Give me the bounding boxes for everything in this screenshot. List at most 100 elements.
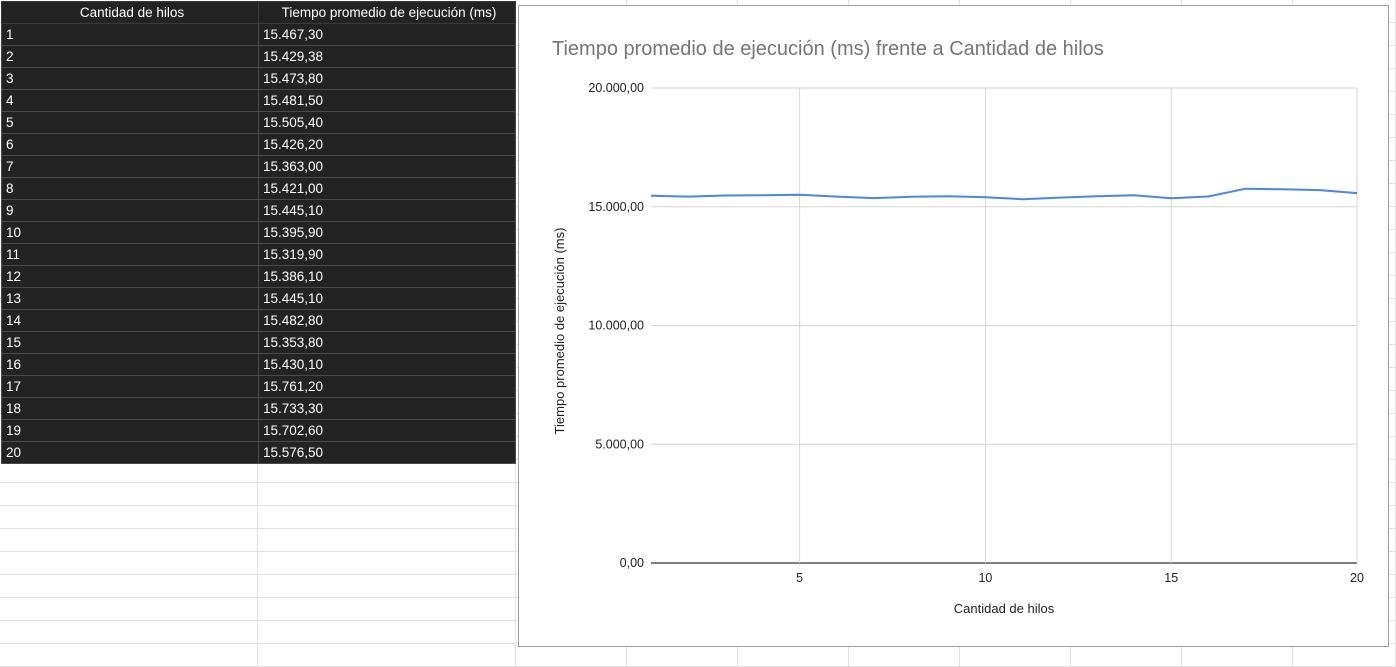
cell-avg-time[interactable]: 15.473,80 — [258, 67, 516, 90]
y-axis-ticks: 0,00 5.000,00 10.000,00 15.000,00 20.000,00 — [588, 81, 644, 570]
sheet-cell[interactable] — [258, 460, 516, 483]
cell-threads[interactable]: 6 — [1, 133, 259, 156]
table-row: 9 15.445,10 — [1, 199, 516, 222]
cell-avg-time[interactable]: 15.733,30 — [258, 397, 516, 420]
cell-threads[interactable]: 19 — [1, 419, 259, 442]
cell-avg-time[interactable]: 15.576,50 — [258, 441, 516, 464]
cell-avg-time[interactable]: 15.421,00 — [258, 177, 516, 200]
table-row: 5 15.505,40 — [1, 111, 516, 134]
header-avg-time[interactable]: Tiempo promedio de ejecución (ms) — [258, 1, 516, 24]
cell-avg-time[interactable]: 15.482,80 — [258, 309, 516, 332]
cell-avg-time[interactable]: 15.386,10 — [258, 265, 516, 288]
y-tick-label: 5.000,00 — [595, 437, 644, 451]
y-tick-label: 10.000,00 — [588, 319, 644, 333]
table-row: 13 15.445,10 — [1, 287, 516, 310]
cell-avg-time[interactable]: 15.761,20 — [258, 375, 516, 398]
chart-title: Tiempo promedio de ejecución (ms) frente… — [552, 38, 1104, 60]
cell-avg-time[interactable]: 15.353,80 — [258, 331, 516, 354]
cell-avg-time[interactable]: 15.445,10 — [258, 199, 516, 222]
cell-threads[interactable]: 2 — [1, 45, 259, 68]
sheet-cell[interactable] — [0, 460, 258, 483]
sheet-cell[interactable] — [258, 621, 516, 644]
y-tick-label: 15.000,00 — [588, 200, 644, 214]
table-row: 11 15.319,90 — [1, 243, 516, 266]
cell-threads[interactable]: 12 — [1, 265, 259, 288]
cell-avg-time[interactable]: 15.426,20 — [258, 133, 516, 156]
cell-avg-time[interactable]: 15.430,10 — [258, 353, 516, 376]
cell-avg-time[interactable]: 15.395,90 — [258, 221, 516, 244]
sheet-cell[interactable] — [258, 598, 516, 621]
cell-threads[interactable]: 17 — [1, 375, 259, 398]
cell-threads[interactable]: 16 — [1, 353, 259, 376]
chart-card[interactable]: Tiempo promedio de ejecución (ms) frente… — [518, 5, 1389, 647]
sheet-cell[interactable] — [0, 529, 258, 552]
table-row: 14 15.482,80 — [1, 309, 516, 332]
cell-threads[interactable]: 5 — [1, 111, 259, 134]
table-row: 20 15.576,50 — [1, 441, 516, 464]
cell-threads[interactable]: 9 — [1, 199, 259, 222]
sheet-cell[interactable] — [258, 529, 516, 552]
table-row: 15 15.353,80 — [1, 331, 516, 354]
cell-avg-time[interactable]: 15.702,60 — [258, 419, 516, 442]
cell-avg-time[interactable]: 15.505,40 — [258, 111, 516, 134]
cell-threads[interactable]: 20 — [1, 441, 259, 464]
chart-grid — [651, 87, 1358, 564]
cell-threads[interactable]: 14 — [1, 309, 259, 332]
x-tick-label: 5 — [796, 571, 803, 585]
table-row: 19 15.702,60 — [1, 419, 516, 442]
sheet-cell[interactable] — [0, 552, 258, 575]
data-table: Cantidad de hilos Tiempo promedio de eje… — [1, 1, 516, 464]
cell-threads[interactable]: 10 — [1, 221, 259, 244]
x-tick-label: 15 — [1164, 571, 1178, 585]
cell-threads[interactable]: 3 — [1, 67, 259, 90]
x-axis-label: Cantidad de hilos — [954, 601, 1055, 616]
line-chart: Tiempo promedio de ejecución (ms) frente… — [552, 38, 1364, 616]
cell-avg-time[interactable]: 15.319,90 — [258, 243, 516, 266]
y-tick-label: 20.000,00 — [588, 81, 644, 95]
cell-threads[interactable]: 7 — [1, 155, 259, 178]
table-row: 18 15.733,30 — [1, 397, 516, 420]
table-row: 6 15.426,20 — [1, 133, 516, 156]
sheet-cell[interactable] — [258, 575, 516, 598]
y-axis-label: Tiempo promedio de ejecución (ms) — [552, 228, 567, 435]
table-row: 10 15.395,90 — [1, 221, 516, 244]
cell-threads[interactable]: 4 — [1, 89, 259, 112]
cell-threads[interactable]: 8 — [1, 177, 259, 200]
x-tick-label: 20 — [1350, 571, 1364, 585]
cell-threads[interactable]: 1 — [1, 23, 259, 46]
cell-threads[interactable]: 18 — [1, 397, 259, 420]
cell-avg-time[interactable]: 15.467,30 — [258, 23, 516, 46]
table-row: 16 15.430,10 — [1, 353, 516, 376]
x-axis-ticks: 5 10 15 20 — [796, 571, 1364, 585]
sheet-cell[interactable] — [0, 644, 258, 667]
header-threads[interactable]: Cantidad de hilos — [1, 1, 259, 24]
table-row: 12 15.386,10 — [1, 265, 516, 288]
cell-threads[interactable]: 11 — [1, 243, 259, 266]
sheet-cell[interactable] — [0, 621, 258, 644]
table-row: 1 15.467,30 — [1, 23, 516, 46]
table-row: 17 15.761,20 — [1, 375, 516, 398]
table-header-row: Cantidad de hilos Tiempo promedio de eje… — [1, 1, 516, 24]
sheet-cell[interactable] — [0, 506, 258, 529]
cell-avg-time[interactable]: 15.481,50 — [258, 89, 516, 112]
x-tick-label: 10 — [978, 571, 992, 585]
series-layer — [650, 187, 1358, 201]
sheet-cell[interactable] — [0, 575, 258, 598]
table-row: 4 15.481,50 — [1, 89, 516, 112]
sheet-cell[interactable] — [258, 644, 516, 667]
cell-threads[interactable]: 15 — [1, 331, 259, 354]
cell-avg-time[interactable]: 15.429,38 — [258, 45, 516, 68]
sheet-cell[interactable] — [0, 483, 258, 506]
sheet-cell[interactable] — [0, 598, 258, 621]
cell-threads[interactable]: 13 — [1, 287, 259, 310]
cell-avg-time[interactable]: 15.445,10 — [258, 287, 516, 310]
table-row: 2 15.429,38 — [1, 45, 516, 68]
sheet-cell[interactable] — [258, 483, 516, 506]
series-line[interactable] — [650, 187, 1358, 201]
y-tick-label: 0,00 — [620, 556, 644, 570]
cell-avg-time[interactable]: 15.363,00 — [258, 155, 516, 178]
sheet-cell[interactable] — [258, 552, 516, 575]
sheet-cell[interactable] — [258, 506, 516, 529]
table-row: 3 15.473,80 — [1, 67, 516, 90]
table-row: 8 15.421,00 — [1, 177, 516, 200]
